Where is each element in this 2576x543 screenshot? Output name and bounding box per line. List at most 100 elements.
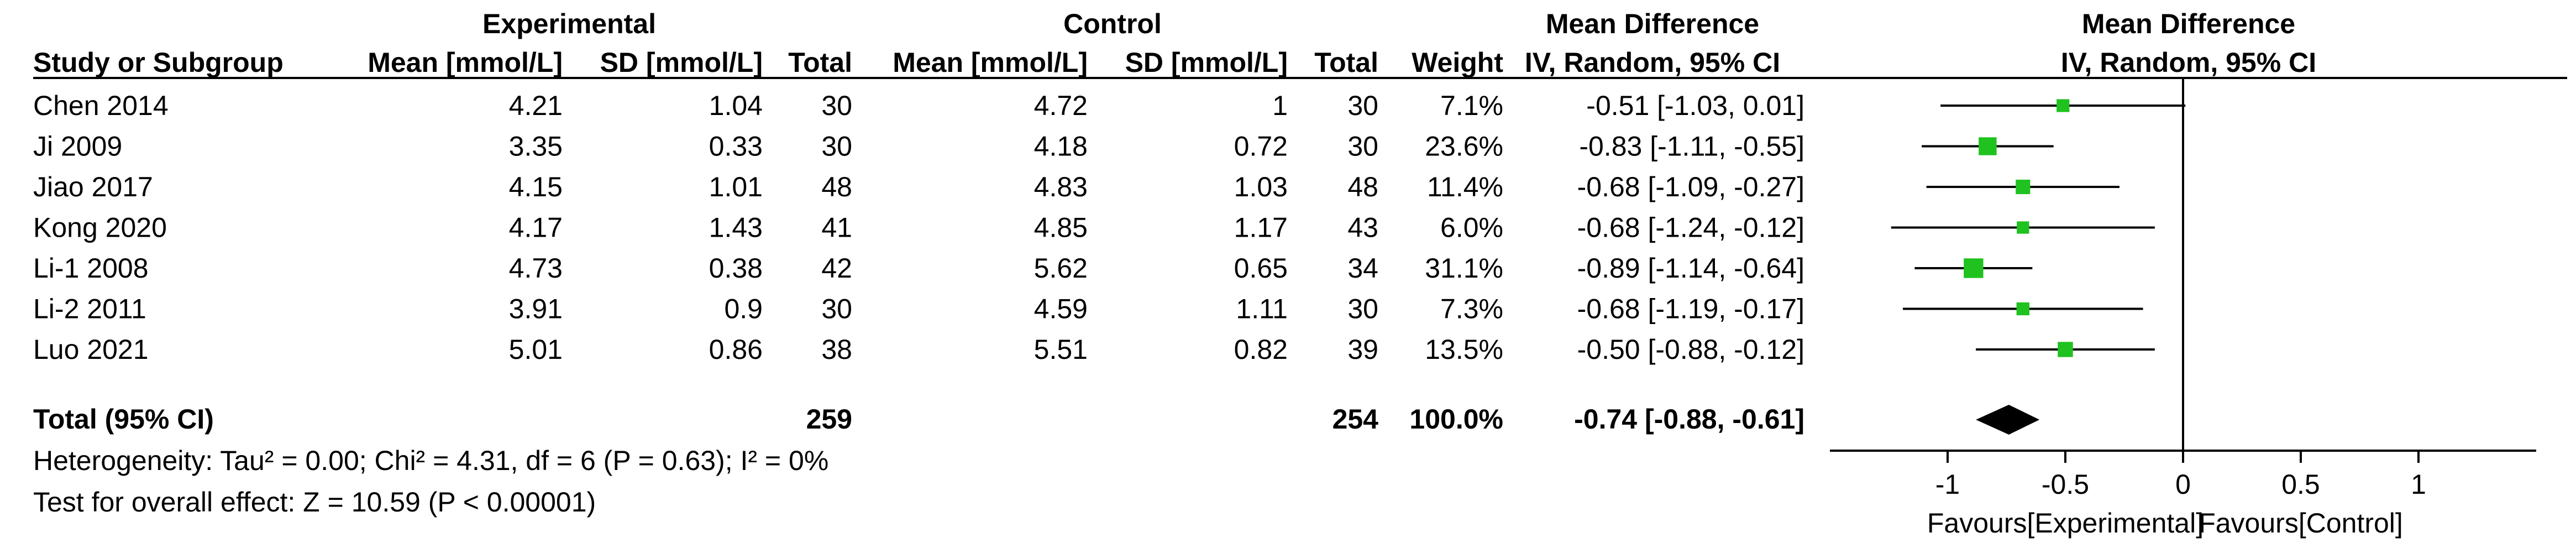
- pooled-diamond: [1976, 405, 2040, 435]
- col-ctrl-mean: Mean [mmol/L]: [893, 47, 1088, 78]
- col-study: Study or Subgroup: [33, 47, 284, 78]
- study-weight: 6.0%: [1440, 212, 1503, 243]
- col-ctrl-total: Total: [1314, 47, 1378, 78]
- ctrl-sd: 1.11: [1236, 294, 1288, 325]
- col-weight: Weight: [1412, 47, 1503, 78]
- favours-experimental-label: Favours[Experimental]: [1927, 508, 2203, 539]
- favours-control-label: Favours[Control]: [2199, 508, 2403, 539]
- effect-marker: [2056, 99, 2070, 112]
- exp-mean: 4.21: [509, 90, 563, 121]
- study-rows: Chen 2014 4.21 1.04 30 4.72 1 30 7.1% -0.51 [-1.…: [33, 90, 2186, 365]
- col-plot-method: IV, Random, 95% CI: [2061, 47, 2316, 78]
- header-plot-title: Mean Difference: [2082, 8, 2295, 39]
- exp-mean: 3.35: [509, 131, 563, 162]
- study-weight: 23.6%: [1425, 131, 1503, 162]
- study-name: Kong 2020: [33, 212, 167, 243]
- study-name: Li-1 2008: [33, 253, 149, 284]
- study-ci: -0.89 [-1.14, -0.64]: [1577, 253, 1804, 284]
- ctrl-total: 30: [1347, 131, 1378, 162]
- study-row-6: Li-2 2011 3.91 0.9 30 4.59 1.11 30 7.3% -0.68 [-…: [33, 294, 2143, 325]
- effect-marker: [1964, 258, 1984, 278]
- effect-marker: [2016, 302, 2029, 316]
- exp-sd: 0.86: [709, 334, 763, 365]
- forest-plot-area: -1 -0.5 0 0.5 1 Favours[Experimental]Favours[…: [1830, 78, 2536, 539]
- exp-total: 41: [821, 212, 852, 243]
- ctrl-mean: 5.62: [1034, 253, 1088, 284]
- col-md-method: IV, Random, 95% CI: [1525, 47, 1780, 78]
- effect-marker: [2017, 221, 2029, 234]
- study-ci: -0.68 [-1.09, -0.27]: [1577, 171, 1804, 202]
- exp-mean: 4.17: [509, 212, 563, 243]
- study-weight: 7.1%: [1440, 90, 1503, 121]
- study-weight: 7.3%: [1440, 294, 1503, 325]
- header-experimental: Experimental: [482, 8, 656, 39]
- study-row-1: Chen 2014 4.21 1.04 30 4.72 1 30 7.1% -0.51 [-1.…: [33, 90, 2186, 121]
- ctrl-total: 43: [1347, 212, 1378, 243]
- overall-effect-note: Test for overall effect: Z = 10.59 (P < …: [33, 487, 596, 518]
- study-row-3: Jiao 2017 4.15 1.01 48 4.83 1.03 48 11.4% -0.68 …: [33, 171, 2119, 202]
- total-weight: 100.0%: [1409, 404, 1503, 435]
- col-ctrl-sd: SD [mmol/L]: [1125, 47, 1288, 78]
- x-tick-label: 1: [2411, 469, 2426, 500]
- study-name: Ji 2009: [33, 131, 122, 162]
- col-exp-mean: Mean [mmol/L]: [368, 47, 563, 78]
- study-ci: -0.68 [-1.24, -0.12]: [1577, 212, 1804, 243]
- ctrl-mean: 4.18: [1034, 131, 1088, 162]
- exp-total: 48: [821, 171, 852, 202]
- heterogeneity-note: Heterogeneity: Tau² = 0.00; Chi² = 4.31,…: [33, 445, 828, 476]
- ctrl-total: 48: [1347, 171, 1378, 202]
- total-exp-total: 259: [806, 404, 852, 435]
- x-tick-label: -1: [1935, 469, 1960, 500]
- total-label: Total (95% CI): [33, 404, 214, 435]
- ctrl-sd: 1.03: [1234, 171, 1288, 202]
- exp-total: 30: [821, 90, 852, 121]
- study-ci: -0.50 [-0.88, -0.12]: [1577, 334, 1804, 365]
- ctrl-sd: 0.65: [1234, 253, 1288, 284]
- exp-sd: 1.01: [709, 171, 763, 202]
- study-ci: -0.68 [-1.19, -0.17]: [1577, 294, 1804, 325]
- effect-marker: [2016, 179, 2031, 195]
- exp-mean: 4.15: [509, 171, 563, 202]
- exp-sd: 1.43: [709, 212, 763, 243]
- study-weight: 31.1%: [1425, 253, 1503, 284]
- x-tick-label: -0.5: [2042, 469, 2089, 500]
- study-ci: -0.51 [-1.03, 0.01]: [1586, 90, 1804, 121]
- ctrl-sd: 1: [1272, 90, 1288, 121]
- exp-mean: 3.91: [509, 294, 563, 325]
- ctrl-total: 34: [1347, 253, 1378, 284]
- exp-total: 30: [821, 131, 852, 162]
- ctrl-mean: 4.72: [1034, 90, 1088, 121]
- ctrl-sd: 0.72: [1234, 131, 1288, 162]
- exp-total: 30: [821, 294, 852, 325]
- study-name: Jiao 2017: [33, 171, 153, 202]
- study-weight: 11.4%: [1427, 171, 1503, 202]
- study-name: Chen 2014: [33, 90, 169, 121]
- exp-total: 38: [821, 334, 852, 365]
- exp-mean: 5.01: [509, 334, 563, 365]
- header-control: Control: [1063, 8, 1162, 39]
- total-ci: -0.74 [-0.88, -0.61]: [1574, 404, 1804, 435]
- exp-total: 42: [821, 253, 852, 284]
- effect-marker: [2058, 342, 2073, 357]
- exp-sd: 0.9: [724, 294, 763, 325]
- study-name: Luo 2021: [33, 334, 149, 365]
- ctrl-total: 39: [1347, 334, 1378, 365]
- ctrl-mean: 5.51: [1034, 334, 1088, 365]
- col-exp-sd: SD [mmol/L]: [600, 47, 763, 78]
- total-ctrl-total: 254: [1332, 404, 1379, 435]
- x-tick-label: 0.5: [2281, 469, 2320, 500]
- study-name: Li-2 2011: [33, 294, 146, 325]
- ctrl-sd: 0.82: [1234, 334, 1288, 365]
- ctrl-mean: 4.59: [1034, 294, 1088, 325]
- study-weight: 13.5%: [1425, 334, 1503, 365]
- ctrl-mean: 4.83: [1034, 171, 1088, 202]
- ctrl-total: 30: [1347, 294, 1378, 325]
- ctrl-sd: 1.17: [1234, 212, 1288, 243]
- study-row-7: Luo 2021 5.01 0.86 38 5.51 0.82 39 13.5% -0.50 […: [33, 334, 2155, 365]
- effect-marker: [1979, 137, 1997, 155]
- ctrl-total: 30: [1347, 90, 1378, 121]
- col-exp-total: Total: [788, 47, 852, 78]
- x-tick-label: 0: [2175, 469, 2191, 500]
- study-row-2: Ji 2009 3.35 0.33 30 4.18 0.72 30 23.6% -0.83 [-…: [33, 131, 2054, 162]
